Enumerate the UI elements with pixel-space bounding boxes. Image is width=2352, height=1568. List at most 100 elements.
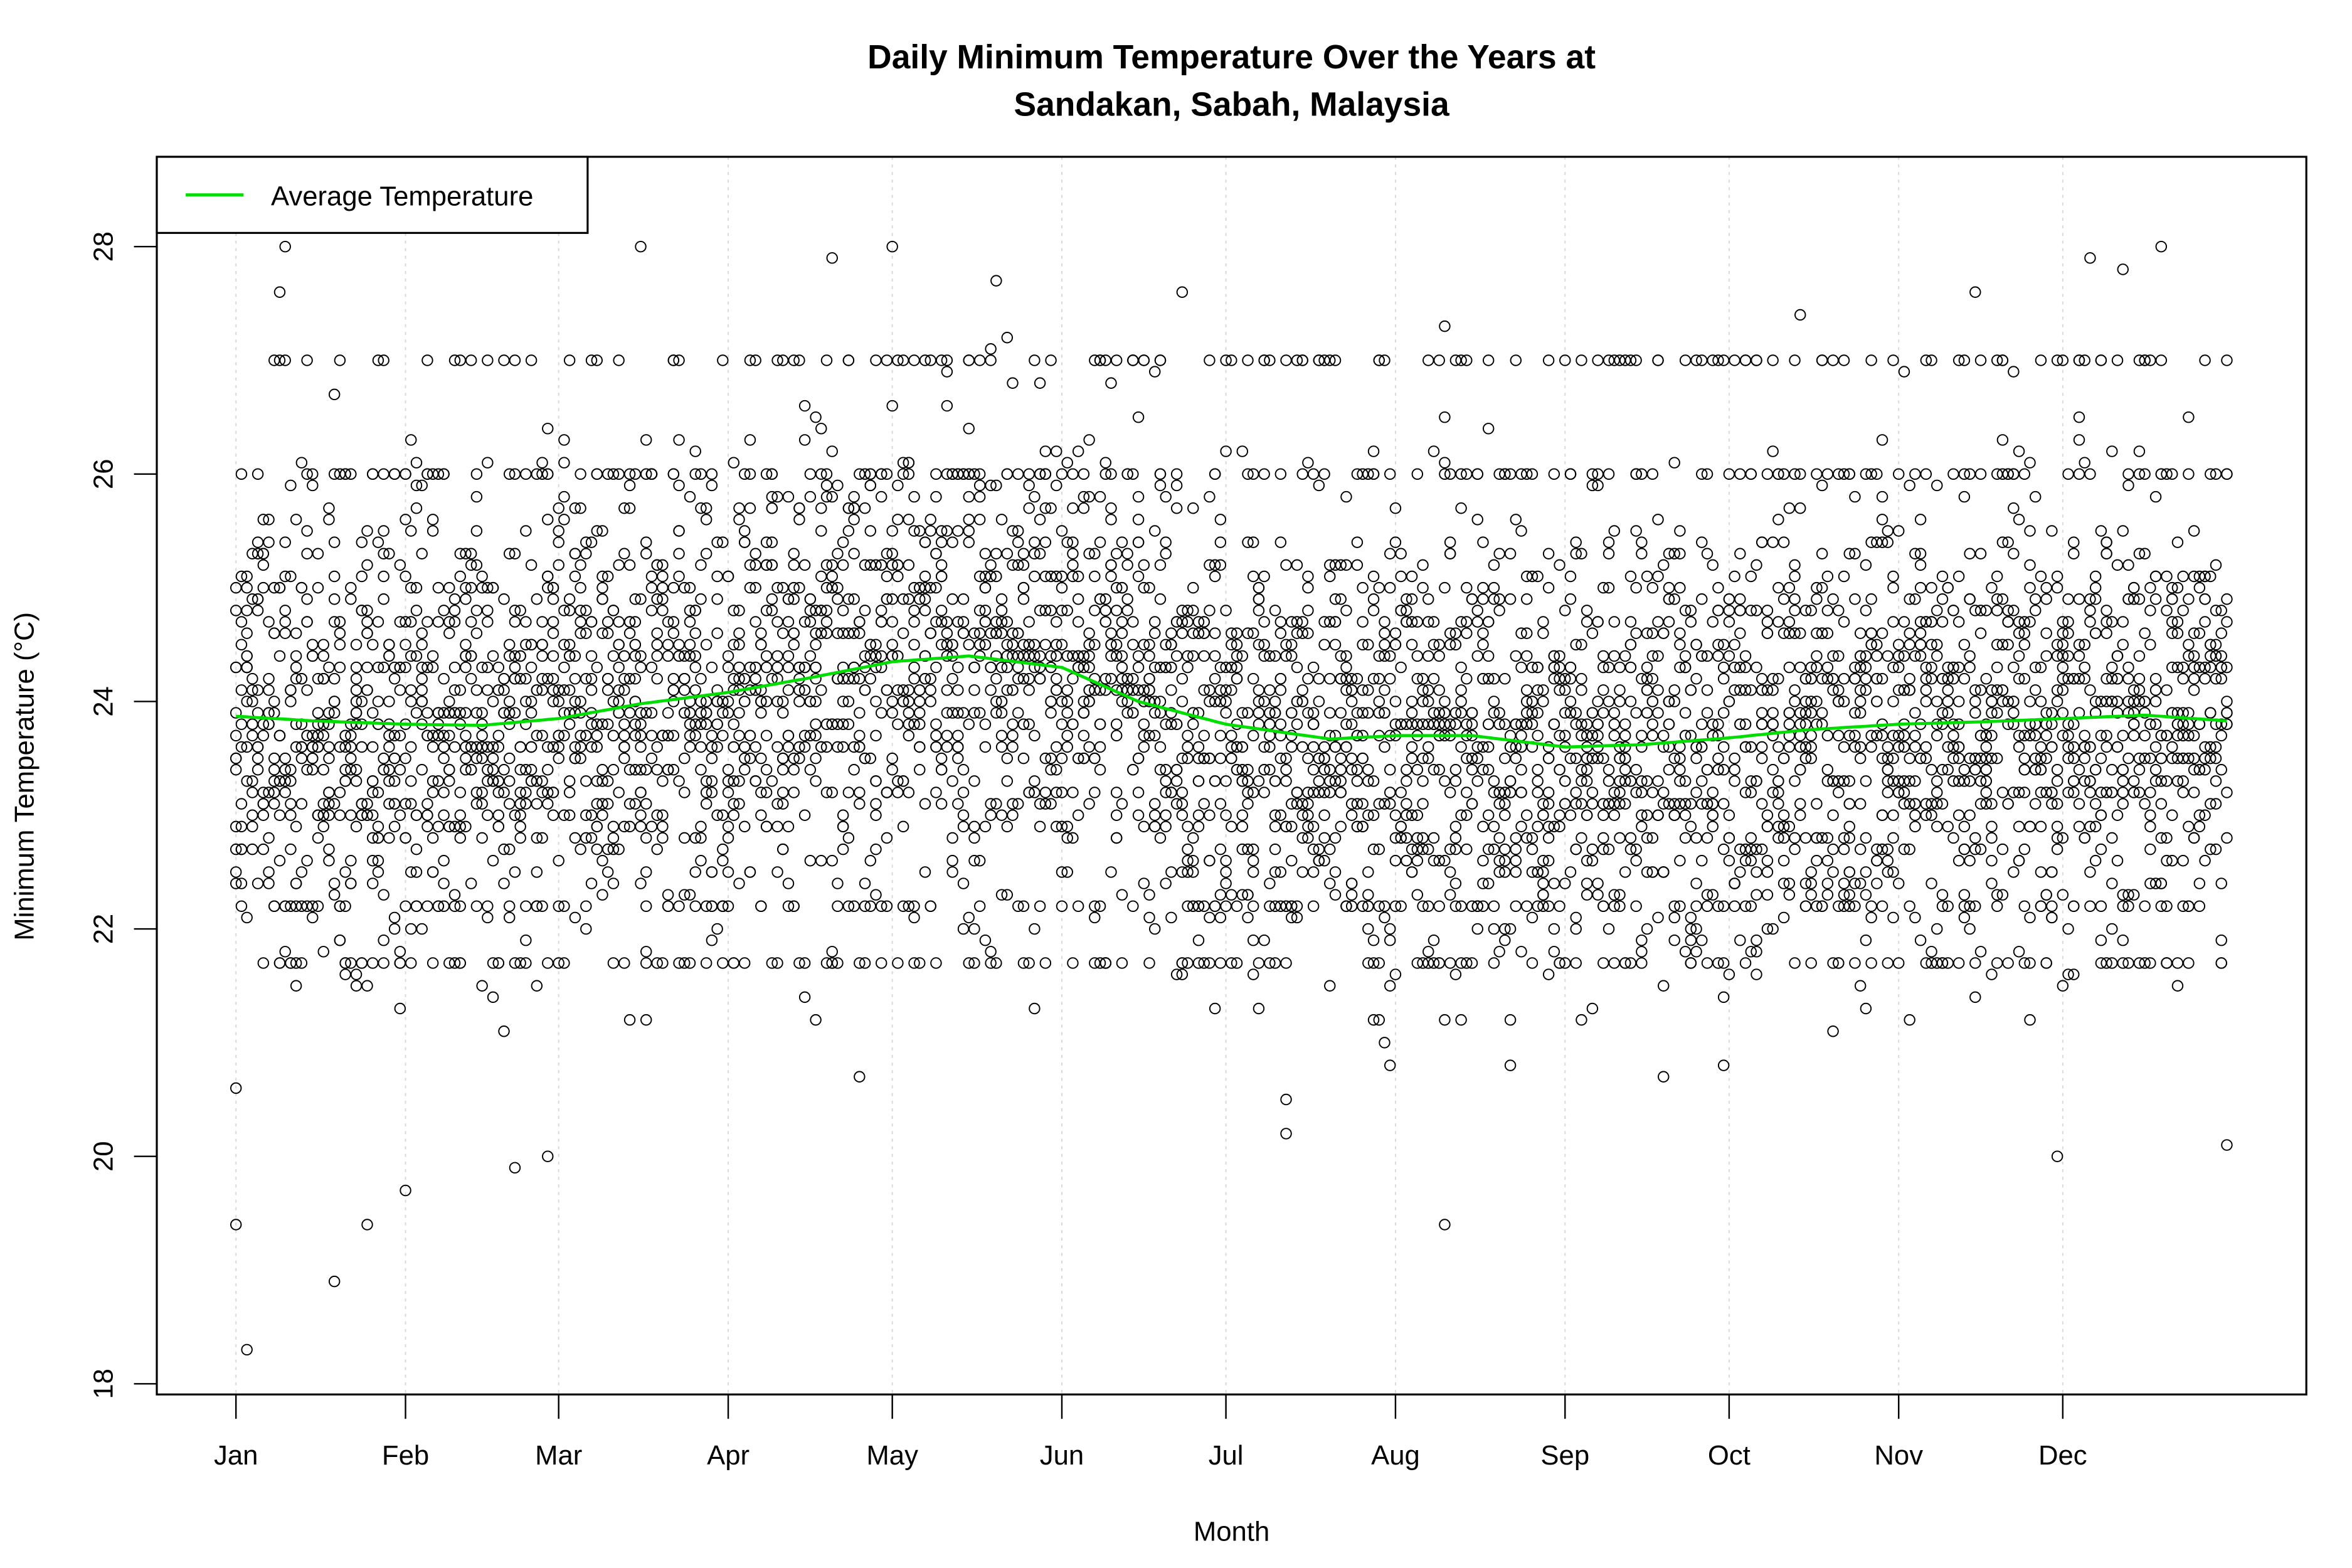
scatter-point [514,957,526,969]
scatter-point [837,536,849,548]
scatter-point [394,559,406,571]
scatter-point [689,729,701,742]
scatter-point [706,468,718,480]
scatter-point [717,900,729,913]
scatter-point [1056,605,1068,617]
scatter-point [1067,536,1079,548]
scatter-point [536,468,548,480]
scatter-point [295,672,308,685]
scatter-point [755,900,767,913]
scatter-point [525,354,538,366]
scatter-point [1051,764,1062,776]
scatter-point [667,616,680,628]
scatter-point [1023,787,1035,798]
scatter-point [372,616,384,628]
scatter-point [328,889,341,901]
scatter-point [426,832,439,844]
scatter-point [569,650,581,662]
scatter-point [973,855,986,867]
scatter-point [1051,616,1062,628]
scatter-point [509,650,521,662]
scatter-point [585,672,598,685]
scatter-point [667,764,680,776]
scatter-point [553,741,564,753]
scatter-point [317,729,329,742]
scatter-point [301,593,313,605]
scatter-point [892,479,904,492]
scatter-point [301,764,313,776]
scatter-point [700,548,712,559]
scatter-point [257,809,270,821]
scatter-point [531,684,543,696]
scatter-point [416,696,428,707]
scatter-point [596,593,608,605]
scatter-point [924,900,936,913]
scatter-point [378,525,389,537]
scatter-point [285,775,297,787]
scatter-point [1039,798,1052,810]
scatter-point [995,593,1008,605]
scatter-point [793,957,805,969]
scatter-point [601,775,614,787]
scatter-point [607,696,620,707]
scatter-point [361,980,373,992]
scatter-point [623,1014,636,1026]
scatter-point [919,605,931,617]
scatter-point [897,627,909,639]
scatter-point [733,638,745,651]
scatter-point [766,605,778,617]
scatter-point [1012,627,1024,639]
scatter-point [246,672,258,685]
scatter-point [1029,548,1041,559]
scatter-point [908,661,920,674]
scatter-point [684,638,696,651]
scatter-point [706,866,718,878]
scatter-point [722,650,734,662]
scatter-point [832,581,844,594]
scatter-point [230,866,242,878]
scatter-point [235,468,248,480]
scatter-point [470,627,483,639]
scatter-point [629,638,642,651]
scatter-point [553,900,564,913]
scatter-point [235,638,248,651]
scatter-point [733,672,745,685]
scatter-point [350,696,363,707]
scatter-point [235,877,248,889]
scatter-point [487,957,499,969]
scatter-point [804,490,817,503]
scatter-point [323,798,335,810]
scatter-point [979,741,992,753]
scatter-point [930,490,942,503]
scatter-point [793,354,805,366]
scatter-point [525,696,538,707]
scatter-point [290,672,302,685]
scatter-point [618,752,630,765]
scatter-point [323,718,335,730]
scatter-point [482,354,494,366]
scatter-point [684,729,696,742]
scatter-point [842,900,855,913]
y-tick-label: 28 [88,231,119,262]
scatter-point [410,605,423,617]
scatter-point [438,752,450,765]
scatter-point [263,787,275,798]
scatter-point [580,536,592,548]
scatter-point [405,775,417,787]
scatter-point [952,661,964,674]
scatter-point [657,832,669,844]
scatter-point [782,820,795,833]
scatter-point [487,650,499,662]
scatter-point [504,900,516,913]
scatter-point [755,707,767,719]
scatter-point [290,627,302,639]
scatter-point [695,707,707,719]
scatter-point [679,672,691,685]
scatter-point [930,548,942,559]
scatter-point [317,718,329,730]
scatter-point [553,559,564,571]
scatter-point [771,798,783,810]
scatter-point [410,502,423,514]
scatter-point [1061,696,1073,707]
scatter-point [651,559,663,571]
